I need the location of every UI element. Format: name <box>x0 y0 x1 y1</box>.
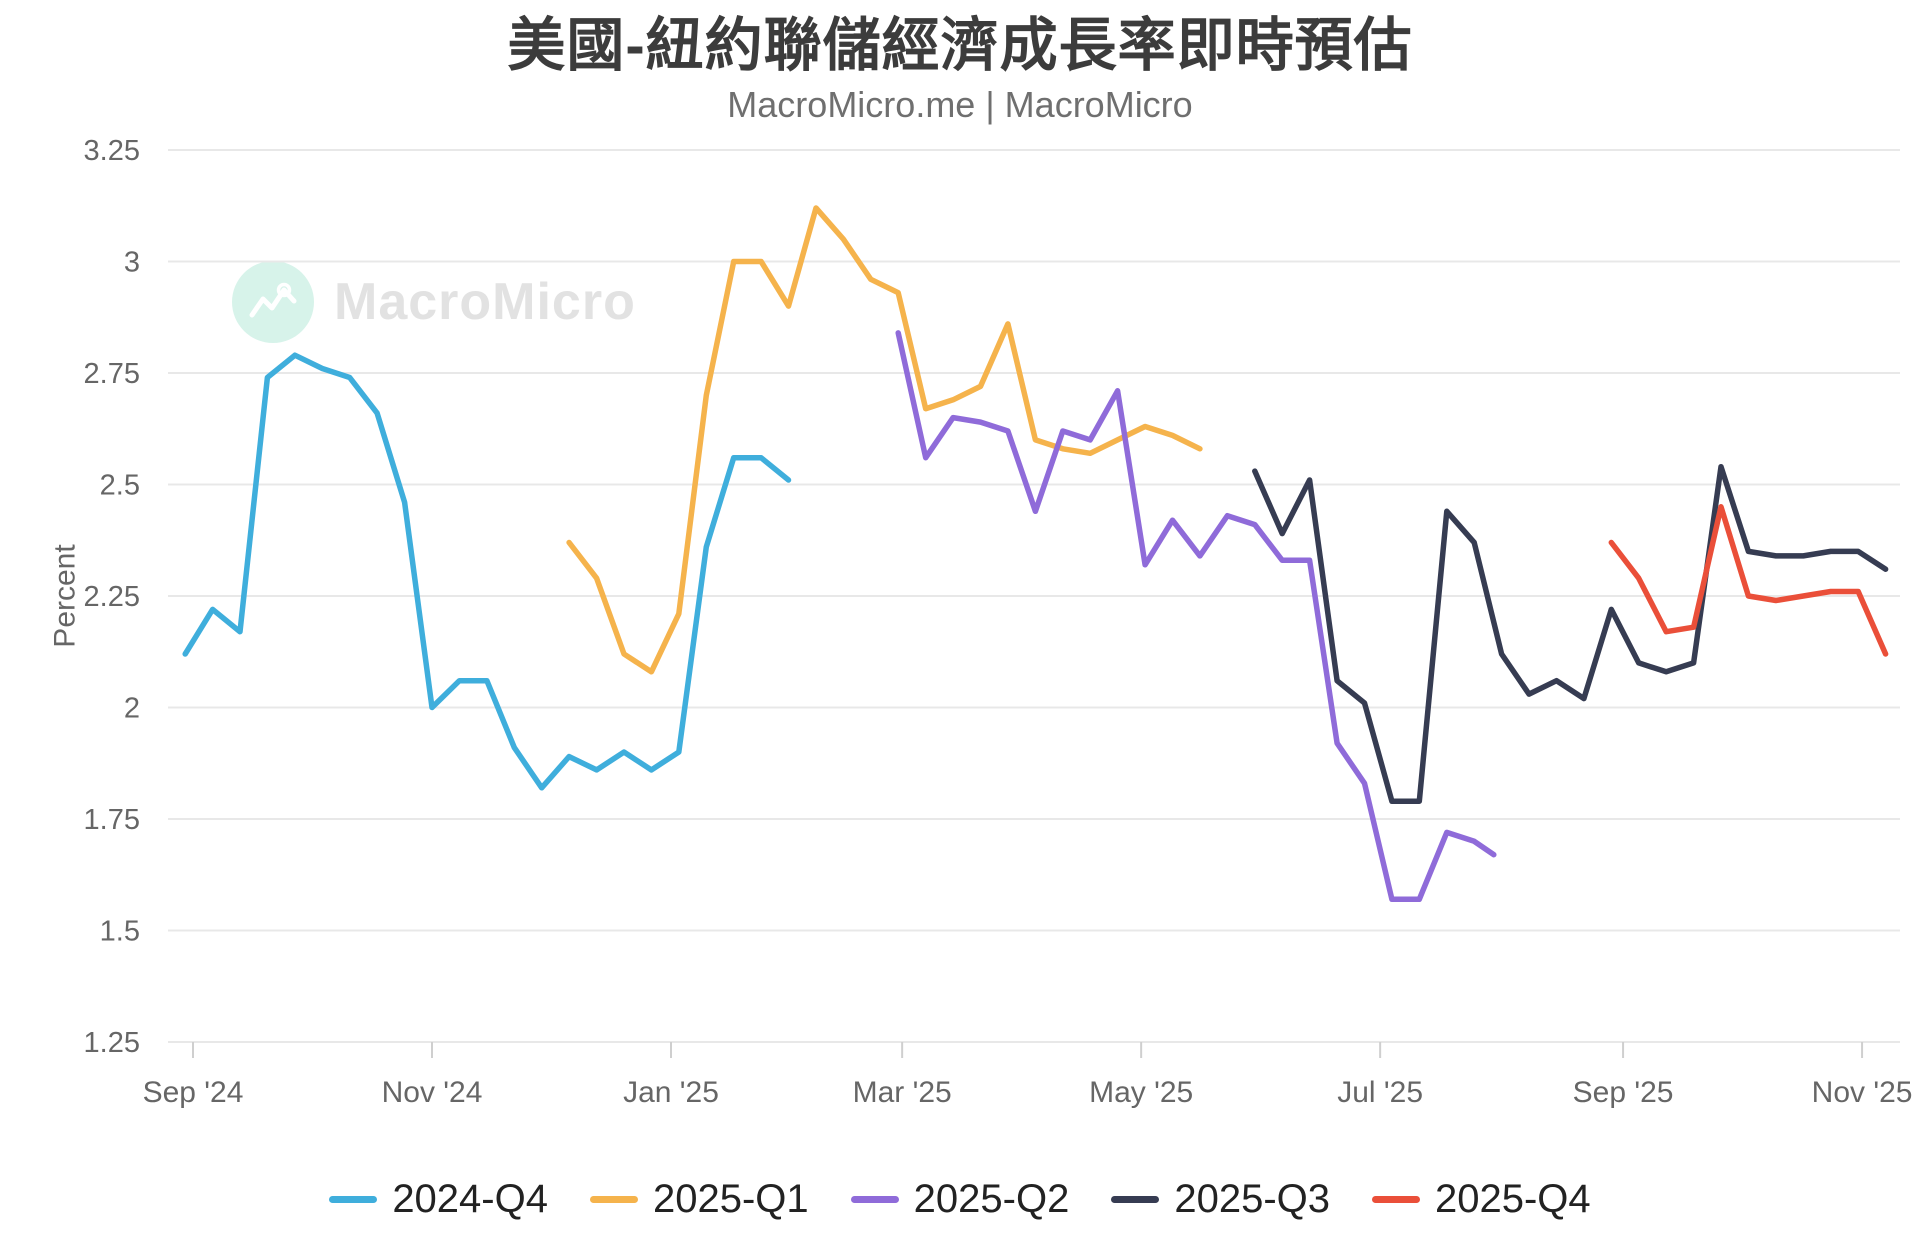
chart-subtitle: MacroMicro.me | MacroMicro <box>727 84 1193 125</box>
legend-item-2025-q4[interactable]: 2025-Q4 <box>1372 1177 1591 1222</box>
x-axis-label: Nov '25 <box>1812 1076 1913 1109</box>
y-axis-label: 2.5 <box>100 470 140 502</box>
legend-item-2024-q4[interactable]: 2024-Q4 <box>329 1177 548 1222</box>
legend-label: 2025-Q4 <box>1435 1177 1591 1221</box>
y-axis-label: 1.25 <box>84 1027 140 1059</box>
y-axis-label: 2.25 <box>84 581 140 613</box>
chart-title: 美國-紐約聯儲經濟成長率即時預估 <box>507 13 1413 78</box>
series-line-2025-q4[interactable] <box>1608 504 1889 657</box>
x-axis-label: Nov '24 <box>382 1076 483 1109</box>
legend-item-2025-q2[interactable]: 2025-Q2 <box>850 1177 1070 1222</box>
legend-label: 2024-Q4 <box>392 1177 548 1221</box>
series-line-2025-q1[interactable] <box>566 205 1203 675</box>
series-line-2025-q3[interactable] <box>1252 463 1889 804</box>
legend-item-2025-q3[interactable]: 2025-Q3 <box>1111 1177 1330 1222</box>
y-axis-label: 1.75 <box>84 804 140 836</box>
y-axis-label: 3 <box>124 247 140 279</box>
legend-label: 2025-Q2 <box>913 1177 1070 1221</box>
legend-swatch-icon <box>329 1196 378 1203</box>
y-axis-label: 2 <box>124 693 140 725</box>
legend-swatch-icon <box>1372 1196 1420 1203</box>
series-line-2025-q2[interactable] <box>895 330 1497 903</box>
legend: 2024-Q4 2025-Q1 2025-Q2 2025-Q3 2025-Q4 <box>0 1177 1920 1222</box>
y-axis-label: 3.25 <box>84 135 140 167</box>
y-axis-label: 2.75 <box>84 358 140 390</box>
legend-label: 2025-Q3 <box>1174 1177 1330 1221</box>
x-axis-label: Sep '25 <box>1573 1076 1674 1109</box>
x-axis-label: Sep '24 <box>143 1076 244 1109</box>
x-axis-label: Jul '25 <box>1337 1076 1423 1109</box>
legend-swatch-icon <box>1111 1196 1160 1203</box>
legend-label: 2025-Q1 <box>652 1177 809 1221</box>
series-line-2024-q4[interactable] <box>182 352 792 791</box>
legend-item-2025-q1[interactable]: 2025-Q1 <box>589 1177 809 1222</box>
x-axis-label: Jan '25 <box>623 1076 719 1109</box>
x-axis-label: May '25 <box>1089 1076 1193 1109</box>
y-axis-label: 1.5 <box>100 916 140 948</box>
x-axis-label: Mar '25 <box>853 1076 952 1109</box>
legend-swatch-icon <box>589 1196 638 1203</box>
legend-swatch-icon <box>850 1196 899 1203</box>
